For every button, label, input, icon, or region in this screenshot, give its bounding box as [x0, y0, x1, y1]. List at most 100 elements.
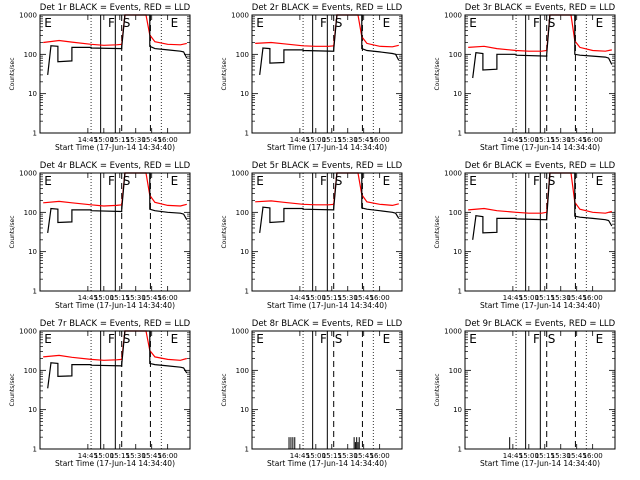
chart-title: Det 4r BLACK = Events, RED = LLD [40, 161, 191, 171]
chart-panel: Det 4r BLACK = Events, RED = LLD Counts/s… [9, 161, 191, 310]
x-tick-label: 15:30 [126, 136, 146, 144]
chart-title: Det 7r BLACK = Events, RED = LLD [40, 319, 191, 329]
event-marker-label: S [548, 16, 556, 30]
x-tick-label: 15:30 [338, 294, 358, 302]
y-tick-label: 1000 [444, 170, 462, 178]
y-tick-label: 1000 [231, 12, 249, 20]
event-marker-label: S [335, 16, 343, 30]
x-axis-label: Start Time (17-Jun-14 14:34:40) [267, 143, 387, 152]
x-tick-label: 14:45 [78, 294, 98, 302]
x-tick-label: 15:45 [354, 452, 374, 460]
event-marker-label: S [335, 332, 343, 346]
event-marker-label: S [548, 332, 556, 346]
event-marker-label: E [44, 174, 52, 188]
x-tick-label: 15:45 [142, 452, 162, 460]
x-tick-label: 16:00 [583, 136, 603, 144]
x-tick-label: 15:00 [306, 452, 326, 460]
y-tick-label: 1000 [231, 170, 249, 178]
event-marker-label: S [123, 174, 131, 188]
x-tick-label: 16:00 [370, 452, 390, 460]
chart-title: Det 8r BLACK = Events, RED = LLD [252, 319, 403, 329]
y-tick-label: 1000 [19, 328, 37, 336]
x-tick-label: 15:30 [126, 452, 146, 460]
x-tick-label: 14:45 [503, 294, 523, 302]
x-tick-label: 15:30 [551, 452, 571, 460]
x-tick-label: 15:15 [322, 452, 342, 460]
y-tick-label: 10 [453, 406, 462, 414]
x-tick-label: 15:45 [567, 452, 587, 460]
x-tick-label: 15:00 [94, 136, 114, 144]
chart-panel: Det 7r BLACK = Events, RED = LLD Counts/s… [9, 319, 191, 468]
event-marker-label: S [123, 332, 131, 346]
y-tick-label: 10 [240, 248, 249, 256]
event-marker-label: E [469, 332, 477, 346]
chart-panel: Det 3r BLACK = Events, RED = LLD Counts/s… [434, 3, 616, 152]
y-tick-label: 1000 [19, 170, 37, 178]
x-tick-label: 15:00 [519, 136, 539, 144]
x-tick-label: 16:00 [370, 136, 390, 144]
x-tick-label: 14:45 [78, 136, 98, 144]
y-tick-label: 1 [245, 446, 249, 454]
y-tick-label: 100 [449, 51, 462, 59]
events-series-line [472, 14, 613, 79]
x-axis-label: Start Time (17-Jun-14 14:34:40) [480, 459, 600, 468]
y-tick-label: 1 [458, 288, 462, 296]
y-tick-label: 1 [458, 446, 462, 454]
y-tick-label: 1 [245, 288, 249, 296]
chart-title: Det 6r BLACK = Events, RED = LLD [465, 161, 616, 171]
x-tick-label: 15:30 [338, 136, 358, 144]
event-marker-label: E [469, 174, 477, 188]
x-tick-label: 15:00 [94, 452, 114, 460]
chart-title: Det 1r BLACK = Events, RED = LLD [40, 3, 191, 13]
event-marker-label: E [171, 16, 179, 30]
y-tick-label: 1000 [19, 12, 37, 20]
x-axis-label: Start Time (17-Jun-14 14:34:40) [480, 143, 600, 152]
x-tick-label: 15:15 [110, 136, 130, 144]
event-marker-label: E [383, 16, 391, 30]
event-marker-label: E [596, 16, 604, 30]
x-tick-label: 15:45 [354, 136, 374, 144]
y-axis-label: Counts/sec [9, 57, 16, 90]
y-tick-label: 1 [33, 446, 37, 454]
event-marker-label: E [383, 332, 391, 346]
y-axis-label: Counts/sec [434, 215, 441, 248]
x-tick-label: 15:30 [551, 294, 571, 302]
x-tick-label: 15:00 [306, 136, 326, 144]
event-marker-label: E [596, 174, 604, 188]
y-tick-label: 1000 [231, 328, 249, 336]
x-tick-label: 16:00 [583, 452, 603, 460]
chart-panel: Det 9r BLACK = Events, RED = LLD Counts/s… [434, 319, 616, 468]
x-axis-label: Start Time (17-Jun-14 14:34:40) [480, 301, 600, 310]
event-marker-label: E [171, 174, 179, 188]
x-tick-label: 14:45 [290, 452, 310, 460]
chart-panel: Det 6r BLACK = Events, RED = LLD Counts/s… [434, 161, 616, 310]
x-tick-label: 14:45 [503, 136, 523, 144]
y-axis-label: Counts/sec [221, 373, 228, 406]
y-axis-label: Counts/sec [9, 373, 16, 406]
event-marker-label: F [320, 332, 327, 346]
event-marker-label: F [320, 174, 327, 188]
y-tick-label: 100 [24, 367, 37, 375]
x-tick-label: 15:45 [567, 294, 587, 302]
x-tick-label: 16:00 [158, 294, 178, 302]
x-tick-label: 15:45 [354, 294, 374, 302]
x-axis-label: Start Time (17-Jun-14 14:34:40) [267, 301, 387, 310]
x-tick-label: 15:30 [338, 452, 358, 460]
x-tick-label: 16:00 [158, 136, 178, 144]
x-axis-label: Start Time (17-Jun-14 14:34:40) [267, 459, 387, 468]
y-tick-label: 100 [24, 209, 37, 217]
x-tick-label: 15:45 [142, 294, 162, 302]
chart-title: Det 5r BLACK = Events, RED = LLD [252, 161, 403, 171]
x-tick-label: 15:45 [142, 136, 162, 144]
event-marker-label: F [533, 174, 540, 188]
event-marker-label: S [335, 174, 343, 188]
chart-title: Det 9r BLACK = Events, RED = LLD [465, 319, 616, 329]
x-tick-label: 15:00 [519, 294, 539, 302]
x-axis-label: Start Time (17-Jun-14 14:34:40) [55, 143, 175, 152]
event-marker-label: F [533, 332, 540, 346]
x-tick-label: 15:30 [126, 294, 146, 302]
y-axis-label: Counts/sec [221, 57, 228, 90]
x-tick-label: 14:45 [290, 136, 310, 144]
events-series-line [47, 330, 188, 389]
x-axis-label: Start Time (17-Jun-14 14:34:40) [55, 301, 175, 310]
